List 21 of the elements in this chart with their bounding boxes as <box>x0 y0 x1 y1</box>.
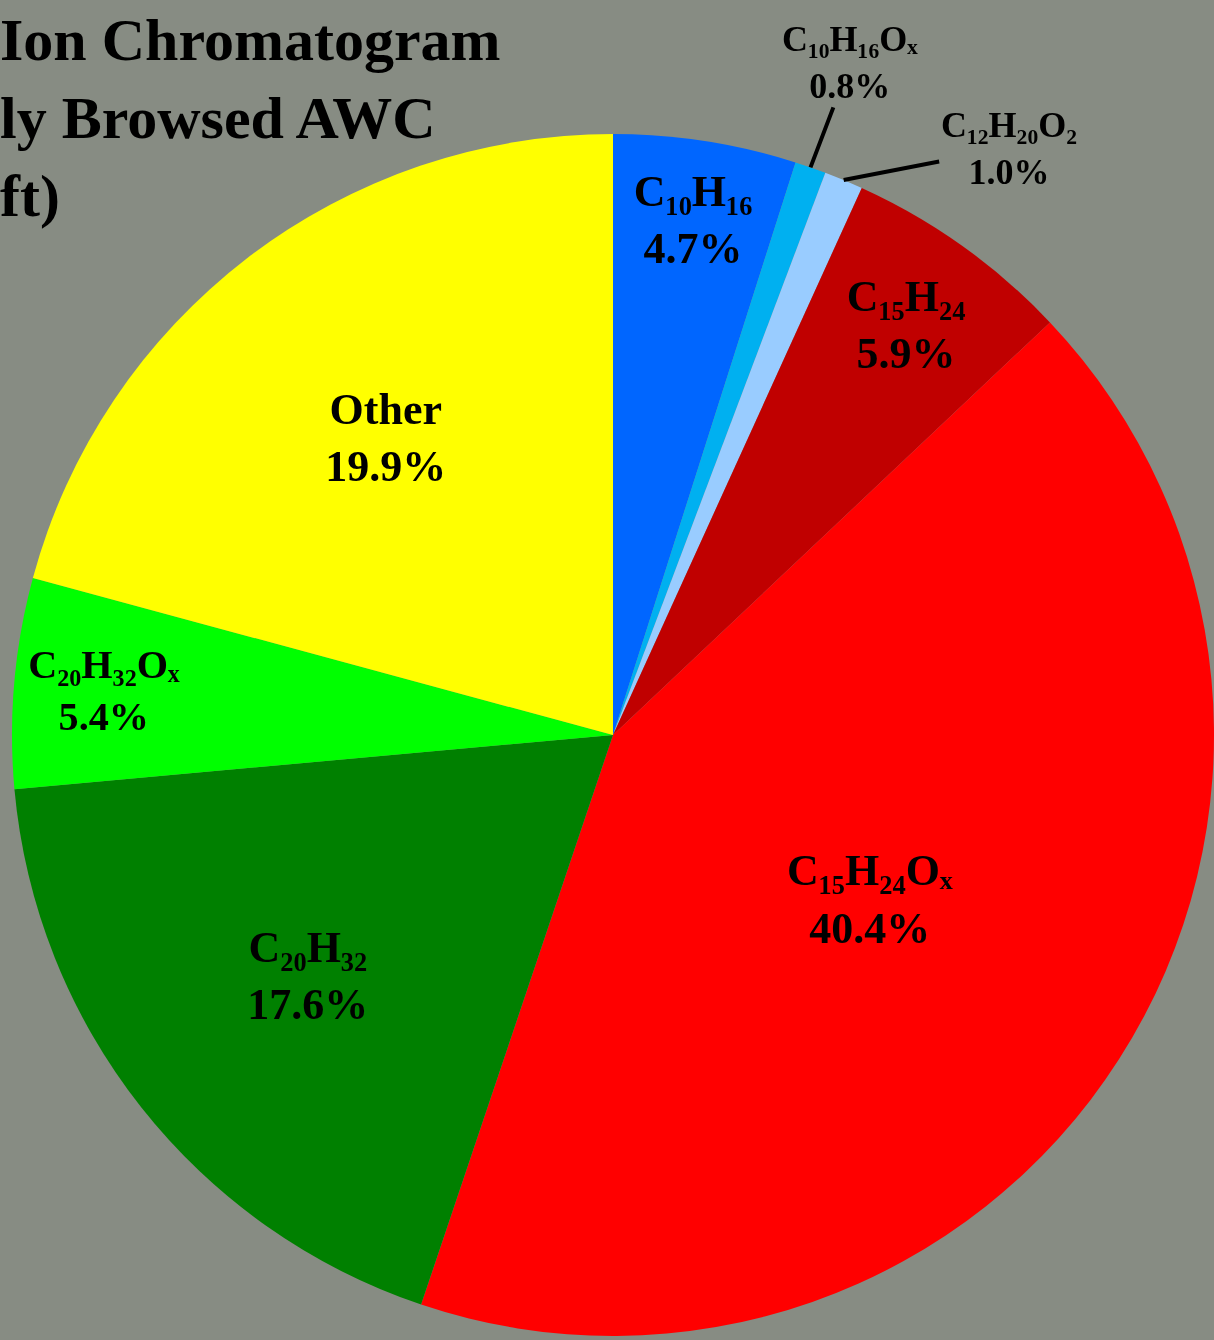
slice-label: C₁₀H₁₆ <box>633 167 753 217</box>
data-label: 17.6% <box>247 979 369 1029</box>
data-label: 5.4% <box>58 694 150 740</box>
slice-label: C₁₀H₁₆Oₓ <box>782 19 919 59</box>
data-label: 4.7% <box>643 224 743 274</box>
slice-label: C₁₂H₂₀O₂ <box>941 105 1077 145</box>
data-label: 5.9% <box>856 329 956 379</box>
pie-slice <box>613 134 796 735</box>
pie-slice <box>613 162 826 735</box>
slice-label: Other <box>329 385 443 435</box>
slice-label: C₂₀H₃₂Oₓ <box>28 641 181 687</box>
data-label: 40.4% <box>809 903 931 953</box>
data-label: 19.9% <box>325 442 447 492</box>
slice-label: C₁₅H₂₄ <box>846 271 966 321</box>
pie-slice <box>12 578 613 790</box>
data-label: 0.8% <box>809 65 891 106</box>
data-label: 1.0% <box>968 151 1050 192</box>
text: Ion Chromatogram ly Browsed AWC ft) <box>0 7 501 230</box>
slice-label: C₁₅H₂₄Oₓ <box>786 846 953 896</box>
slice-label: C₂₀H₃₂ <box>248 922 368 972</box>
pie-slice <box>14 735 613 1305</box>
